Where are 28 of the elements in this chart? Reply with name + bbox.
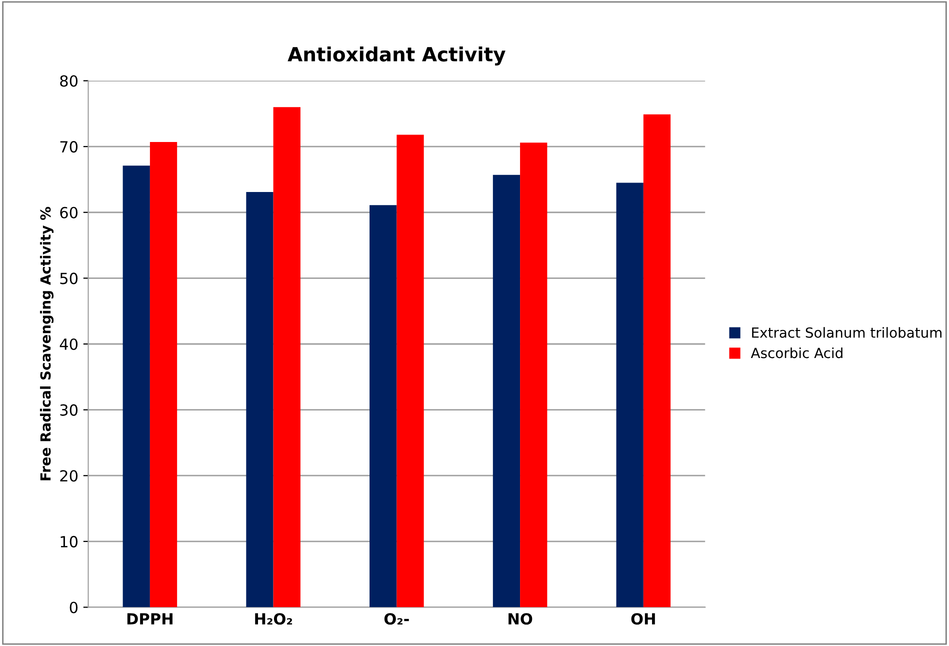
chart-title: Antioxidant Activity [288,46,506,66]
y-tick-label: 0 [70,602,78,614]
y-tick-label: 40 [60,338,78,350]
bar [520,142,548,608]
y-tick-label: 60 [60,206,78,218]
bar [616,182,644,608]
x-tick-label: O₂- [384,613,409,625]
x-tick-label: DPPH [127,613,172,624]
x-tick-label: OH [631,613,655,625]
y-tick-label: 50 [60,272,78,284]
bar [122,166,150,608]
y-tick-label: 30 [60,404,78,416]
y-tick-label: 10 [60,536,78,548]
x-tick-label: NO [508,613,532,625]
bar [246,192,274,608]
bar [396,134,424,608]
y-tick-label: 80 [60,75,78,87]
bar [150,142,178,608]
bar [492,174,520,608]
bar [370,205,397,608]
y-tick-label: 20 [60,470,78,482]
y-tick-label: 70 [60,141,78,153]
bar [273,107,300,608]
bar [643,114,671,608]
legend-label: Ascorbic Acid [750,347,842,358]
y-axis-title: Free Radical Scavenging Activity % [40,206,54,480]
legend-label: Extract Solanum trilobatum [752,327,942,338]
x-tick-label: H₂O₂ [255,613,292,625]
